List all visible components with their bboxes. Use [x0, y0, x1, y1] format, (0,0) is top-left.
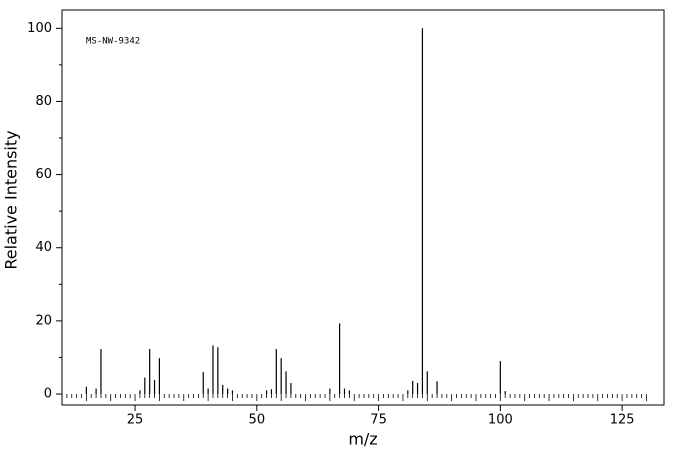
x-tick-label: 100	[488, 413, 513, 428]
y-tick-label: 80	[35, 94, 52, 109]
x-tick-label: 50	[249, 413, 266, 428]
y-tick-label: 60	[35, 167, 52, 182]
plot-frame	[61, 9, 665, 406]
y-tick-label: 40	[35, 240, 52, 255]
x-tick-label: 125	[610, 413, 635, 428]
x-tick-label: 75	[370, 413, 387, 428]
y-tick-label: 0	[44, 387, 52, 402]
x-tick-label: 25	[127, 413, 144, 428]
y-axis-label: Relative Intensity	[2, 130, 21, 269]
x-axis-label: m/z	[348, 430, 377, 449]
y-tick-label: 20	[35, 313, 52, 328]
y-tick-label: 100	[27, 21, 52, 36]
annotation: MS-NW-9342	[86, 37, 140, 47]
